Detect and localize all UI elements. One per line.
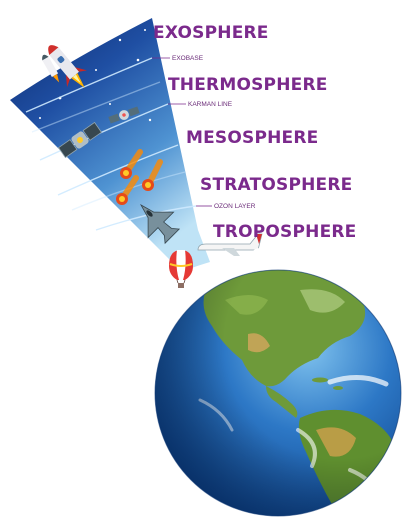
boundary-label-exobase: EXOBASE [172, 55, 204, 62]
rocket-icon [48, 45, 87, 88]
atmosphere-wedge [10, 18, 210, 272]
layer-label-thermosphere: THERMOSPHERE [168, 75, 328, 95]
boundary-label-ozon-layer: OZON LAYER [214, 203, 256, 210]
meteor-icon [116, 175, 139, 205]
earth-globe-icon [154, 269, 402, 517]
rocket-icon [42, 54, 60, 83]
meteor-icon [120, 149, 143, 179]
layer-label-troposphere: TROPOSPHERE [213, 222, 357, 242]
satellite-icon [57, 121, 103, 159]
hot-air-balloon-icon [169, 250, 193, 288]
exobase-boundary [25, 57, 153, 113]
satellite-icon [108, 106, 140, 124]
boundary-label-karman-line: KARMAN LINE [188, 101, 233, 108]
layer-label-stratosphere: STRATOSPHERE [200, 175, 353, 195]
karman-line-boundary [39, 103, 169, 161]
airplane-icon [197, 233, 263, 256]
layer-label-mesosphere: MESOSPHERE [186, 128, 319, 148]
fighter-jet-icon [139, 203, 181, 245]
mesosphere-boundary [57, 144, 179, 196]
meteor-icon [142, 159, 163, 191]
layer-label-exosphere: EXOSPHERE [153, 23, 269, 43]
